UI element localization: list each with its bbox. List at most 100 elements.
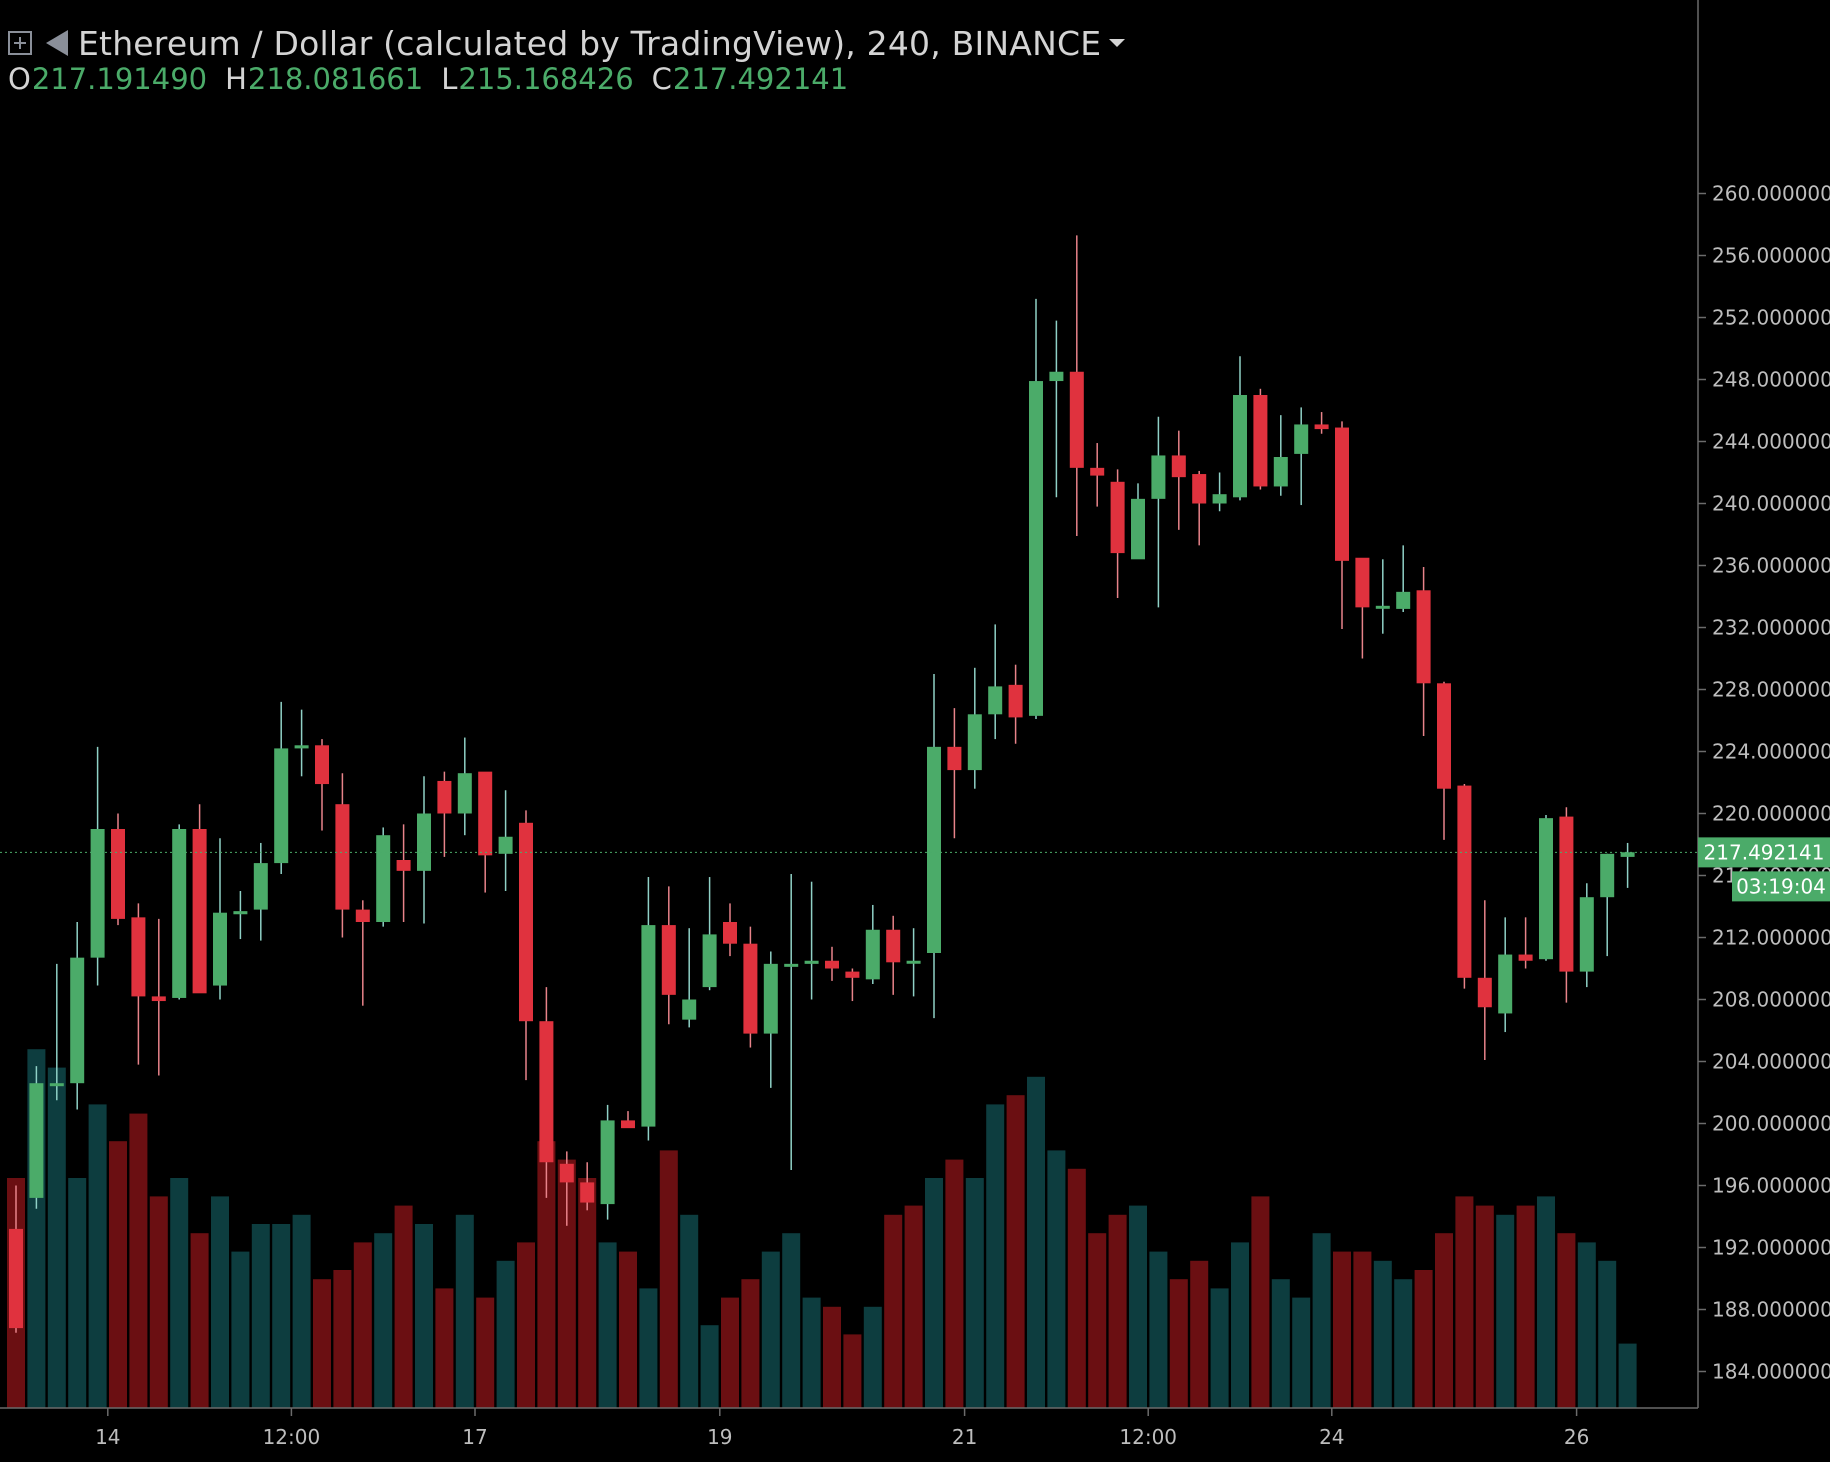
candle-down [825,960,839,969]
last-price-value: 217.492141 [1704,840,1825,864]
last-price-label: 217.492141 03:19:04 [1698,837,1830,902]
volume-bar [1210,1288,1229,1408]
volume-bar [251,1224,270,1408]
volume-bar [455,1214,474,1408]
volume-bar [353,1242,372,1408]
volume-bar [313,1279,331,1408]
candle-up [1579,897,1594,972]
price-tick-label: 260.000000 [1712,182,1830,206]
volume-bar [884,1214,903,1408]
ohlc-close-value: 217.492141 [672,62,849,96]
volume-bar [1353,1251,1372,1408]
candle-down [1008,684,1023,718]
volume-bar [1231,1242,1249,1408]
candle-down [1477,977,1492,1008]
price-tick-label: 212.000000 [1712,926,1830,950]
symbol-title[interactable]: Ethereum / Dollar (calculated by Trading… [78,23,1102,63]
candle-down [723,922,737,944]
candle-up [1212,494,1227,504]
time-tick-label: 12:00 [263,1425,321,1449]
candle-down [559,1163,574,1183]
volume-bar [578,1178,597,1408]
volume-bar [741,1279,760,1408]
flag-icon[interactable] [46,30,68,56]
ohlc-low: L215.168426 [441,62,633,96]
candle-up [1396,591,1411,609]
chart-header: Ethereum / Dollar (calculated by Trading… [0,22,1126,64]
candle-down [1457,785,1472,978]
volume-bar [190,1233,209,1408]
volume-bar [1169,1279,1188,1408]
volume-bar [435,1288,454,1408]
price-tick-label: 224.000000 [1712,740,1830,764]
candle-up [804,960,819,964]
candle-down [1437,683,1451,789]
volume-bar [537,1141,556,1408]
volume-bar [1435,1233,1453,1408]
ohlc-high-label: H [225,62,247,96]
volume-bar [680,1214,699,1408]
ohlc-close: C217.492141 [652,62,849,96]
candle-up [906,960,921,964]
volume-bar [761,1251,780,1408]
volume-bar [700,1325,719,1408]
add-symbol-icon[interactable] [8,31,32,55]
price-tick-label: 232.000000 [1712,616,1830,640]
volume-bar [945,1159,964,1408]
volume-bar [557,1159,576,1408]
volume-bar [904,1205,923,1408]
volume-bar [1271,1279,1290,1408]
volume-bar [1496,1214,1515,1408]
candle-up [457,773,472,814]
volume-bar [47,1067,66,1408]
volume-bar [823,1306,841,1408]
candle-up [1539,818,1553,960]
chevron-down-icon[interactable] [1109,39,1126,47]
volume-bar [802,1297,821,1408]
volume-bar [1333,1251,1351,1408]
volume-bar [1373,1260,1392,1408]
volume-bar [88,1104,107,1408]
candle-up [1131,498,1145,560]
candle-down [1314,424,1329,430]
volume-bar [1312,1233,1331,1408]
ohlc-open-value: 217.191490 [31,62,208,96]
time-tick-label: 14 [95,1425,120,1449]
candle-up [498,836,513,854]
candle-up [1375,605,1390,609]
volume-bar [1414,1270,1433,1408]
candle-up [1498,954,1513,1014]
volume-bar [129,1113,148,1408]
volume-bar [619,1251,637,1408]
volume-bar [272,1224,291,1408]
candle-down [151,996,166,1002]
ohlc-legend: O217.191490 H218.081661 L215.168426 C217… [8,62,848,96]
volume-bar [1006,1095,1025,1408]
countdown-badge [1732,871,1830,902]
candle-down [947,746,962,771]
volume-bar [782,1233,801,1408]
price-tick-label: 208.000000 [1712,988,1830,1012]
volume-bar [68,1178,87,1408]
time-axis[interactable]: 14 12:00 17 19 21 12:00 24 26 [0,1407,1698,1449]
volume-bar [1475,1205,1494,1408]
candle-up [233,911,248,915]
volume-bar [1394,1279,1413,1408]
volume-bar [415,1224,433,1408]
candle-down [9,1228,23,1329]
volume-bar [1292,1297,1311,1408]
candle-down [192,829,207,994]
candle-up [294,745,309,749]
volume-bar [843,1334,862,1408]
volume-bar [1455,1196,1474,1408]
ohlc-close-label: C [651,62,672,96]
volume-bar [639,1288,658,1408]
candle-down [437,780,452,814]
volume-bar [1108,1214,1127,1408]
price-axis[interactable]: 184.000000 188.000000 192.000000 196.000000… [1697,0,1830,1408]
candle-down [580,1182,595,1203]
candle-up [70,957,85,1084]
candle-up [1600,853,1615,898]
candle-down [335,804,350,910]
